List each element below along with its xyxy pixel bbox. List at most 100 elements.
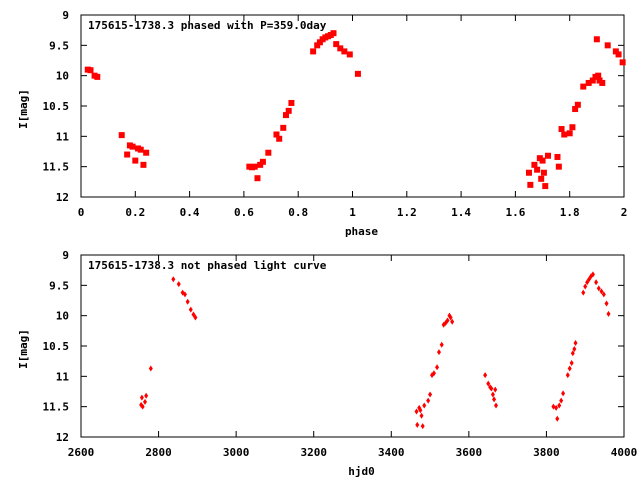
- data-point: [87, 67, 94, 74]
- data-points: [84, 30, 626, 190]
- data-point: [171, 276, 176, 283]
- data-point: [534, 166, 541, 173]
- data-point: [94, 73, 101, 80]
- data-point: [604, 300, 609, 307]
- y-tick-label: 11.5: [43, 401, 70, 414]
- y-tick-label: 12: [56, 431, 69, 444]
- data-point: [282, 112, 289, 119]
- data-point: [593, 36, 600, 43]
- data-point: [559, 397, 564, 404]
- data-point: [426, 397, 431, 404]
- data-point: [581, 289, 586, 296]
- data-point: [419, 412, 424, 419]
- data-point: [285, 107, 292, 114]
- data-point: [544, 152, 551, 159]
- data-point: [330, 30, 337, 37]
- data-point: [314, 42, 321, 49]
- x-tick-label: 0: [78, 206, 85, 219]
- data-point: [539, 157, 546, 164]
- chart-panel-2: 2600 2800 3000 3200 3400 3600 3800 4000 9 9.5 10 10…: [17, 249, 637, 478]
- data-point: [251, 163, 258, 170]
- data-point: [580, 83, 587, 90]
- data-point: [310, 48, 317, 55]
- data-point: [450, 318, 455, 325]
- data-point: [333, 41, 340, 48]
- data-point: [572, 346, 577, 353]
- data-point: [185, 298, 190, 305]
- data-point: [188, 306, 193, 313]
- data-point: [606, 310, 611, 317]
- data-points: [139, 271, 611, 430]
- data-point: [448, 314, 453, 321]
- data-point: [124, 151, 131, 158]
- x-tick-label: 1.8: [560, 206, 580, 219]
- data-point: [599, 79, 606, 86]
- x-tick-label: 1.4: [451, 206, 471, 219]
- data-point: [140, 161, 147, 168]
- data-point: [354, 70, 361, 77]
- y-axis-label: I[mag]: [17, 329, 30, 369]
- data-point: [596, 285, 601, 292]
- data-point: [494, 402, 499, 409]
- data-point: [558, 126, 565, 133]
- data-point: [583, 283, 588, 290]
- x-tick-label: 3600: [456, 446, 483, 459]
- x-tick-label: 4000: [611, 446, 638, 459]
- y-tick-label: 9.5: [49, 279, 69, 292]
- data-point: [143, 149, 150, 156]
- data-point: [555, 415, 560, 422]
- data-point: [492, 396, 497, 403]
- data-point: [118, 132, 125, 139]
- data-point: [525, 169, 532, 176]
- data-point: [557, 402, 562, 409]
- data-point: [542, 183, 549, 190]
- data-point: [137, 146, 144, 153]
- data-point: [493, 386, 498, 393]
- chart-title: 175615-1738.3 phased with P=359.0day: [88, 19, 327, 32]
- data-point: [445, 317, 450, 324]
- data-point: [276, 135, 283, 142]
- data-point: [561, 131, 568, 138]
- x-tick-label: 1.2: [397, 206, 417, 219]
- data-point: [486, 380, 491, 387]
- data-point: [601, 291, 606, 298]
- y-tick-label: 10: [56, 310, 69, 323]
- chart-panel-1: 0 0.2 0.4 0.6 0.8 1 1.2 1.4 1.6 1.8 2 9 9.5 10 10.5 11 1…: [17, 9, 627, 238]
- data-point: [316, 39, 323, 46]
- data-point: [257, 161, 264, 168]
- x-tick-label: 2: [621, 206, 628, 219]
- data-point: [346, 51, 353, 58]
- data-point: [436, 349, 441, 356]
- y-tick-label: 9.5: [49, 39, 69, 52]
- x-axis-label: phase: [345, 225, 378, 238]
- data-point: [615, 51, 622, 58]
- data-point: [585, 79, 592, 86]
- data-point: [129, 143, 136, 150]
- data-point: [254, 175, 261, 182]
- data-point: [619, 59, 626, 66]
- data-point: [182, 291, 187, 298]
- data-point: [555, 163, 562, 170]
- data-point: [341, 48, 348, 55]
- data-point: [420, 423, 425, 430]
- data-point: [566, 130, 573, 137]
- y-tick-label: 10: [56, 70, 69, 83]
- data-point: [148, 365, 153, 372]
- x-tick-label: 3400: [378, 446, 405, 459]
- data-point: [280, 124, 287, 131]
- data-point: [259, 158, 266, 165]
- y-tick-label: 11: [56, 130, 70, 143]
- data-point: [570, 350, 575, 357]
- data-point: [132, 157, 139, 164]
- data-point: [604, 42, 611, 49]
- y-tick-label: 9: [62, 9, 69, 22]
- data-point: [176, 281, 181, 288]
- data-point: [265, 149, 272, 156]
- x-tick-label: 0.8: [288, 206, 308, 219]
- x-tick-label: 3800: [533, 446, 560, 459]
- data-point: [599, 288, 604, 295]
- data-point: [415, 421, 420, 428]
- data-point: [414, 408, 419, 415]
- data-point: [140, 403, 145, 410]
- data-point: [554, 153, 561, 160]
